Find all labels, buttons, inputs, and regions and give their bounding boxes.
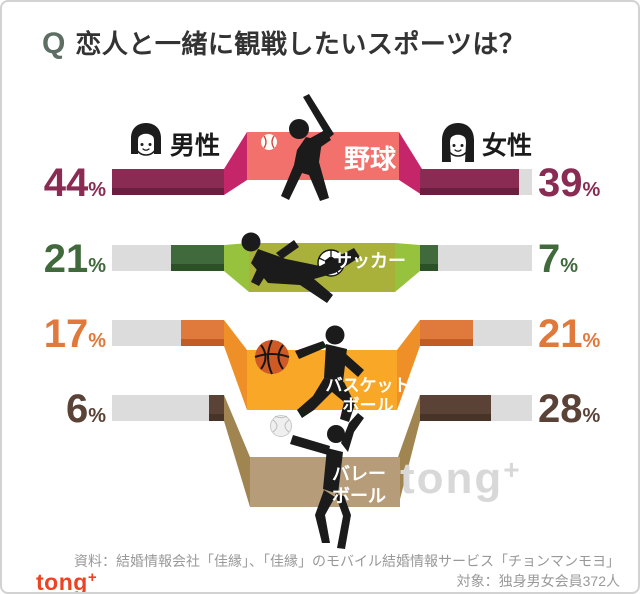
bar-fill-shade xyxy=(170,264,224,271)
bar-fill-shade xyxy=(112,188,224,195)
bar-track xyxy=(420,245,532,271)
volleyball-right-fold xyxy=(398,395,420,507)
soccer-player-silhouette xyxy=(241,232,360,303)
soccer-right-fold xyxy=(395,243,420,292)
basketball-left-fold xyxy=(224,320,247,410)
bar-baseball-male xyxy=(112,169,224,195)
pct-volleyball-female: 28% xyxy=(538,387,601,431)
pct-soccer-female: 7% xyxy=(538,237,579,281)
bar-soccer-female xyxy=(420,245,532,271)
footer-target: 対象：独身男女会員372人 xyxy=(456,573,620,589)
bar-fill xyxy=(420,395,492,421)
player-silhouettes xyxy=(241,94,364,549)
bar-fill xyxy=(208,395,224,421)
pct-volleyball-male: 6% xyxy=(65,387,106,431)
sport-label-basketball: バスケット ボール xyxy=(325,376,411,415)
watermark: tong+ xyxy=(400,454,520,503)
bar-fill xyxy=(180,320,224,346)
footer-source: 資料：結婚情報会社「佳縁」、「佳縁」のモバイル結婚情報サービス「チョンマンモヨ」 xyxy=(74,553,620,569)
bar-volleyball-female xyxy=(420,395,532,421)
bar-fill xyxy=(420,169,520,195)
bar-soccer-male xyxy=(112,245,224,271)
bar-fill xyxy=(420,245,438,271)
pct-basketball-male: 17% xyxy=(43,312,106,356)
legend-female-label: 女性 xyxy=(482,132,533,160)
bar-fill-shade xyxy=(420,414,492,421)
baseball-player-silhouette xyxy=(281,94,334,201)
bar-basketball-female xyxy=(420,320,532,346)
legend-male-label: 男性 xyxy=(170,132,221,160)
boy-face-icon xyxy=(131,123,161,156)
page-title: Q 恋人と一緒に観戦したいスポーツは？ xyxy=(42,28,525,60)
volleyball-icon xyxy=(270,415,292,437)
legend-male: 男性 xyxy=(126,120,220,168)
pct-baseball-male: 44% xyxy=(43,161,106,205)
pct-basketball-female: 21% xyxy=(538,312,601,356)
brand-logo: tong+ xyxy=(36,569,98,594)
pct-soccer-male: 21% xyxy=(43,237,106,281)
basketball-right-fold xyxy=(397,320,420,410)
bar-fill-shade xyxy=(208,414,224,421)
bar-basketball-male xyxy=(112,320,224,346)
bar-fill xyxy=(170,245,224,271)
sport-label-baseball: 野球 xyxy=(343,144,396,174)
bar-fill-shade xyxy=(180,339,224,346)
baseball-left-fold xyxy=(224,132,247,195)
bar-fill-shade xyxy=(420,339,474,346)
bar-fill xyxy=(420,320,474,346)
bar-fill xyxy=(112,169,224,195)
bar-fill-shade xyxy=(420,188,520,195)
legend-female: 女性 xyxy=(438,120,532,168)
bar-fill-shade xyxy=(420,264,438,271)
title-text: 恋人と一緒に観戦したいスポーツは？ xyxy=(75,29,526,59)
pct-baseball-female: 39% xyxy=(538,161,601,205)
baseball-right-fold xyxy=(399,132,422,195)
baseball-icon xyxy=(261,134,277,150)
bar-volleyball-male xyxy=(112,395,224,421)
volleyball-player-silhouette xyxy=(290,413,364,549)
sport-label-volleyball: バレー ボール xyxy=(332,464,386,506)
basketball-icon xyxy=(254,339,290,375)
sport-label-soccer: サッカー xyxy=(334,251,406,271)
soccer-left-fold xyxy=(224,243,249,292)
girl-face-icon xyxy=(442,123,474,162)
bar-track xyxy=(112,395,224,421)
basketball-player-silhouette xyxy=(295,325,364,422)
question-mark-badge: Q xyxy=(42,27,66,60)
bar-baseball-female xyxy=(420,169,532,195)
volleyball-left-fold xyxy=(224,395,250,507)
